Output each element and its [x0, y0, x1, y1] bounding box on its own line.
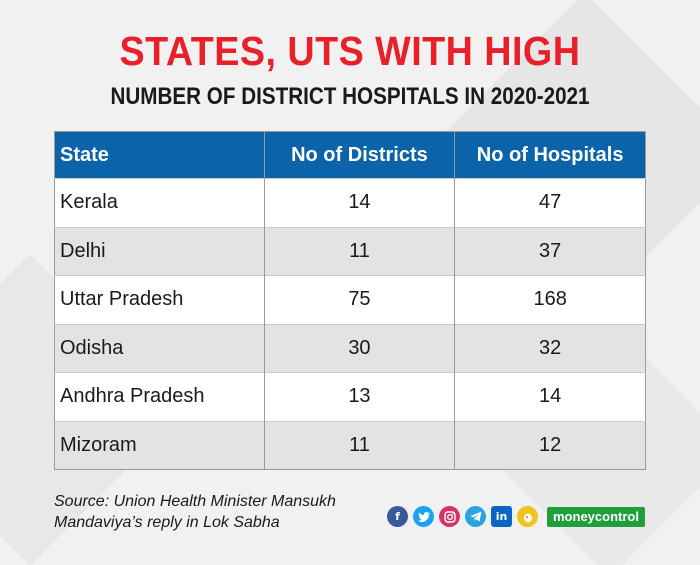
table-header-row: State No of Districts No of Hospitals — [54, 131, 646, 179]
state-cell: Mizoram — [54, 420, 265, 470]
hospitals-table: State No of Districts No of Hospitals Ke… — [54, 131, 646, 470]
table-row: Kerala 14 47 — [54, 178, 646, 227]
table-row: Andhra Pradesh 13 14 — [54, 372, 646, 421]
column-header-state: State — [54, 131, 265, 179]
hospitals-cell: 32 — [454, 323, 646, 373]
districts-cell: 11 — [264, 420, 456, 470]
districts-cell: 75 — [264, 275, 456, 324]
hospitals-cell: 37 — [454, 226, 646, 276]
instagram-icon[interactable] — [439, 506, 460, 527]
hospitals-cell: 168 — [454, 275, 646, 324]
twitter-icon[interactable] — [413, 506, 434, 527]
hospitals-cell: 14 — [454, 372, 646, 421]
chart-title: STATES, UTS WITH HIGH — [119, 28, 581, 74]
districts-cell: 14 — [264, 178, 456, 227]
state-cell: Uttar Pradesh — [54, 275, 265, 324]
districts-cell: 11 — [264, 226, 456, 276]
state-cell: Andhra Pradesh — [54, 372, 265, 421]
table-row: Uttar Pradesh 75 168 — [54, 275, 646, 324]
state-cell: Kerala — [54, 178, 265, 227]
source-line-2: Mandaviya’s reply in Lok Sabha — [54, 514, 280, 531]
linkedin-icon[interactable]: in — [491, 506, 512, 527]
chart-subtitle: NUMBER OF DISTRICT HOSPITALS IN 2020-202… — [110, 83, 590, 110]
districts-cell: 30 — [264, 323, 456, 373]
facebook-icon[interactable]: f — [387, 506, 408, 527]
hospitals-cell: 47 — [454, 178, 646, 227]
source-note: Source: Union Health Minister Mansukh Ma… — [54, 491, 384, 533]
social-icons: f in moneycontrol — [387, 506, 645, 527]
moneycontrol-logo: moneycontrol — [547, 506, 645, 527]
state-cell: Odisha — [54, 323, 265, 373]
hospitals-cell: 12 — [454, 420, 646, 470]
state-cell: Delhi — [54, 226, 265, 276]
column-header-hospitals: No of Hospitals — [454, 131, 646, 179]
koo-icon[interactable] — [517, 506, 538, 527]
table-row: Delhi 11 37 — [54, 226, 646, 276]
table-row: Odisha 30 32 — [54, 323, 646, 373]
source-line-1: Source: Union Health Minister Mansukh — [54, 493, 336, 510]
telegram-icon[interactable] — [465, 506, 486, 527]
districts-cell: 13 — [264, 372, 456, 421]
column-header-districts: No of Districts — [264, 131, 456, 179]
table-row: Mizoram 11 12 — [54, 420, 646, 470]
